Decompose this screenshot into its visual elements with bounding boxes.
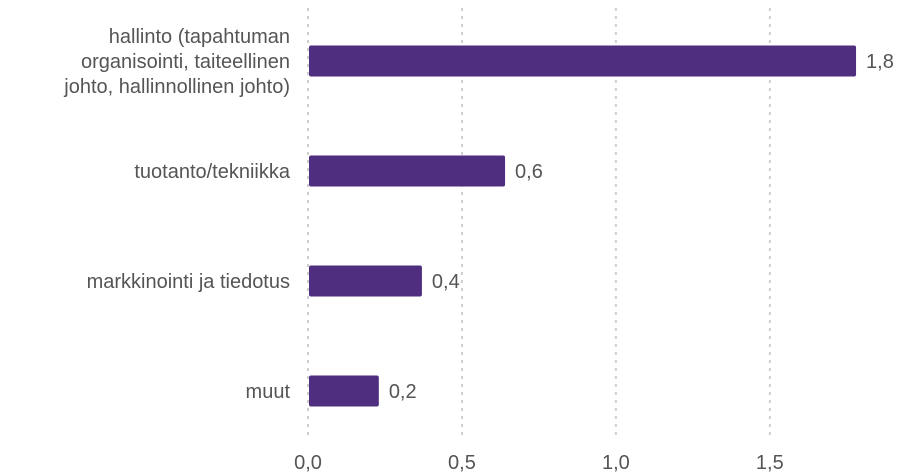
x-axis-ticks: 0,0 0,5 1,0 1,5 xyxy=(294,452,784,474)
value-label: 0,2 xyxy=(389,381,417,403)
x-tick-label: 1,5 xyxy=(756,452,784,474)
value-label: 1,8 xyxy=(866,51,894,73)
bar xyxy=(309,265,422,297)
category-label: tuotanto/tekniikka xyxy=(134,161,291,183)
category-labels: hallinto (tapahtuman organisointi, taitee… xyxy=(63,26,291,403)
x-tick-label: 0,0 xyxy=(294,452,322,474)
bar xyxy=(309,45,857,77)
category-label: hallinto (tapahtuman organisointi, taitee… xyxy=(63,26,290,98)
x-tick-label: 0,5 xyxy=(448,452,476,474)
bars xyxy=(309,45,857,407)
value-label: 0,6 xyxy=(515,161,543,183)
category-label: markkinointi ja tiedotus xyxy=(87,271,290,293)
x-tick-label: 1,0 xyxy=(602,452,630,474)
bar xyxy=(309,375,379,407)
value-label: 0,4 xyxy=(432,271,460,293)
category-label: muut xyxy=(246,381,291,403)
value-labels: 1,8 0,6 0,4 0,2 xyxy=(389,51,894,403)
bar xyxy=(309,155,506,187)
